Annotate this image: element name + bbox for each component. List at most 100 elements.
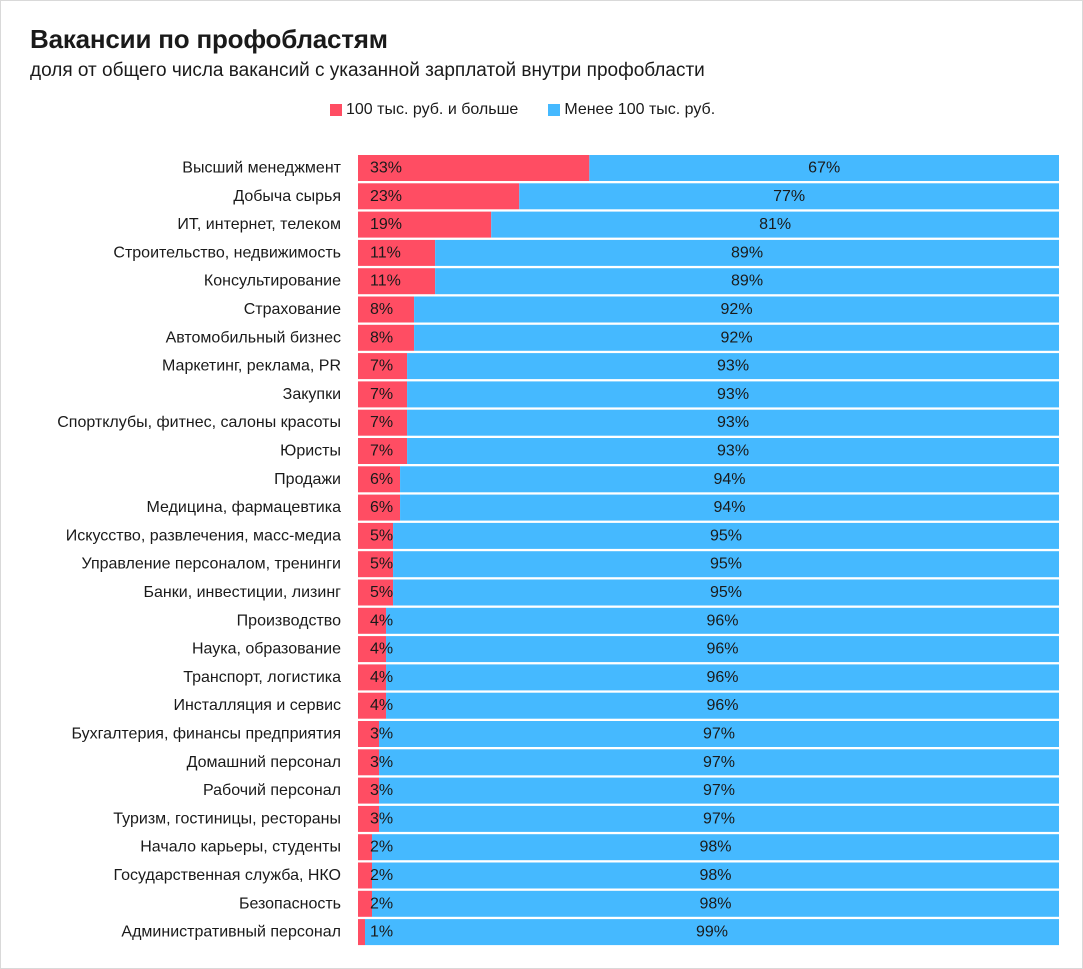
data-label-high-salary: 8% xyxy=(370,329,393,346)
category-label: Административный персонал xyxy=(121,924,341,941)
data-label-high-salary: 8% xyxy=(370,301,393,318)
category-label: Производство xyxy=(237,612,341,629)
category-label: Автомобильный бизнес xyxy=(166,329,341,346)
category-label: Безопасность xyxy=(239,895,341,912)
legend-item-high-salary: 100 тыс. руб. и больше xyxy=(330,101,518,119)
category-label: Начало карьеры, студенты xyxy=(140,839,341,856)
category-label: Туризм, гостиницы, рестораны xyxy=(113,810,341,827)
bar-low-salary xyxy=(372,890,1059,917)
bar-low-salary xyxy=(372,834,1059,861)
category-label: ИТ, интернет, телеком xyxy=(177,216,341,233)
data-label-low-salary: 95% xyxy=(710,527,742,544)
data-label-high-salary: 11% xyxy=(370,273,401,290)
bar-low-salary xyxy=(407,381,1059,408)
data-label-high-salary: 7% xyxy=(370,358,393,375)
bar-high-salary xyxy=(358,579,394,606)
bar-high-salary xyxy=(358,749,380,776)
bar-high-salary xyxy=(358,805,380,832)
data-label-high-salary: 1% xyxy=(370,924,393,941)
category-label: Продажи xyxy=(274,471,341,488)
data-label-high-salary: 6% xyxy=(370,499,393,516)
data-label-low-salary: 96% xyxy=(707,697,739,714)
bar-high-salary xyxy=(358,522,394,549)
bar-high-salary xyxy=(358,777,380,804)
bar-high-salary xyxy=(358,494,401,521)
data-label-low-salary: 77% xyxy=(773,188,805,205)
data-label-high-salary: 6% xyxy=(370,471,393,488)
category-label: Наука, образование xyxy=(192,641,341,658)
data-label-low-salary: 97% xyxy=(703,726,735,743)
bar-low-salary xyxy=(379,721,1059,747)
data-label-low-salary: 92% xyxy=(721,329,753,346)
data-label-low-salary: 94% xyxy=(714,499,746,516)
bar-low-salary xyxy=(589,155,1059,181)
data-label-low-salary: 89% xyxy=(731,244,763,261)
category-label: Государственная служба, НКО xyxy=(114,867,341,884)
data-label-high-salary: 33% xyxy=(370,160,402,177)
chart-legend: 100 тыс. руб. и больше Менее 100 тыс. ру… xyxy=(330,101,745,119)
bar-low-salary xyxy=(386,607,1059,634)
category-label: Медицина, фармацевтика xyxy=(147,499,342,516)
category-label: Страхование xyxy=(244,301,341,318)
bar-high-salary xyxy=(358,551,394,578)
bar-low-salary xyxy=(407,438,1059,464)
data-label-low-salary: 67% xyxy=(808,160,840,177)
data-label-high-salary: 7% xyxy=(370,386,393,403)
data-label-low-salary: 98% xyxy=(699,839,731,856)
bar-low-salary xyxy=(379,749,1059,776)
data-label-high-salary: 7% xyxy=(370,443,393,460)
data-label-high-salary: 19% xyxy=(370,216,402,233)
bar-high-salary xyxy=(358,692,387,719)
bar-low-salary xyxy=(379,777,1059,804)
bar-high-salary xyxy=(358,438,408,464)
data-label-high-salary: 3% xyxy=(370,754,393,771)
bar-high-salary xyxy=(358,155,590,181)
bar-high-salary xyxy=(358,636,387,663)
data-label-high-salary: 5% xyxy=(370,527,393,544)
bar-high-salary xyxy=(358,834,373,861)
bar-high-salary xyxy=(358,721,380,747)
bar-low-salary xyxy=(407,353,1059,380)
legend-item-low-salary: Менее 100 тыс. руб. xyxy=(548,101,715,119)
bar-high-salary xyxy=(358,353,408,380)
data-label-high-salary: 5% xyxy=(370,556,393,573)
bar-high-salary xyxy=(358,862,373,889)
data-label-high-salary: 4% xyxy=(370,697,393,714)
bar-low-salary xyxy=(393,522,1059,549)
bar-high-salary xyxy=(358,664,387,691)
data-label-high-salary: 7% xyxy=(370,414,393,431)
bar-high-salary xyxy=(358,268,436,295)
data-label-low-salary: 95% xyxy=(710,584,742,601)
data-label-low-salary: 97% xyxy=(703,754,735,771)
bar-low-salary xyxy=(393,579,1059,606)
category-label: Консультирование xyxy=(204,273,341,290)
data-label-low-salary: 93% xyxy=(717,414,749,431)
data-label-high-salary: 11% xyxy=(370,244,401,261)
bar-low-salary xyxy=(365,919,1059,946)
bar-low-salary xyxy=(386,664,1059,691)
data-label-low-salary: 95% xyxy=(710,556,742,573)
bar-low-salary xyxy=(386,692,1059,719)
data-label-high-salary: 2% xyxy=(370,895,393,912)
data-label-low-salary: 98% xyxy=(699,895,731,912)
data-label-high-salary: 2% xyxy=(370,839,393,856)
category-label: Добыча сырья xyxy=(233,188,341,205)
data-label-high-salary: 4% xyxy=(370,641,393,658)
data-label-low-salary: 92% xyxy=(721,301,753,318)
category-label: Банки, инвестиции, лизинг xyxy=(144,584,342,601)
chart-title: Вакансии по профобластям xyxy=(30,24,388,54)
data-label-high-salary: 4% xyxy=(370,612,393,629)
data-label-low-salary: 96% xyxy=(707,641,739,658)
category-label: Бухгалтерия, финансы предприятия xyxy=(72,726,341,743)
bar-low-salary xyxy=(414,324,1060,351)
category-label: Транспорт, логистика xyxy=(183,669,341,686)
bar-low-salary xyxy=(379,805,1059,832)
category-label: Искусство, развлечения, масс-медиа xyxy=(66,527,341,544)
data-label-low-salary: 81% xyxy=(759,216,791,233)
category-label: Спортклубы, фитнес, салоны красоты xyxy=(57,414,341,431)
legend-label-low-salary: Менее 100 тыс. руб. xyxy=(564,101,716,118)
category-label: Маркетинг, реклама, PR xyxy=(162,358,341,375)
data-label-low-salary: 93% xyxy=(717,358,749,375)
bar-high-salary xyxy=(358,183,520,210)
